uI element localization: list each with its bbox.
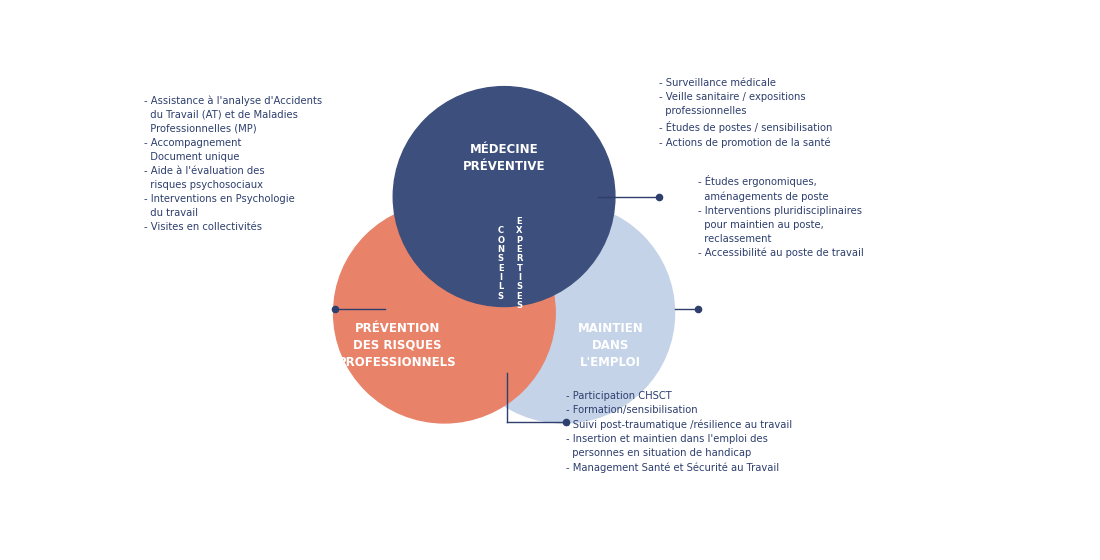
- Point: [558, 417, 575, 426]
- Text: MÉDECINE
PRÉVENTIVE: MÉDECINE PRÉVENTIVE: [463, 143, 546, 172]
- Text: PRÉVENTION
DES RISQUES
PROFESSIONNELS: PRÉVENTION DES RISQUES PROFESSIONNELS: [338, 322, 456, 369]
- Text: - Participation CHSCT
- Formation/sensibilisation
- Suivi post-traumatique /rési: - Participation CHSCT - Formation/sensib…: [566, 391, 792, 473]
- Ellipse shape: [333, 203, 556, 423]
- Text: - Surveillance médicale
- Veille sanitaire / expositions
  professionnelles
- Ét: - Surveillance médicale - Veille sanitai…: [659, 78, 833, 148]
- Text: MAINTIEN
DANS
L'EMPLOI: MAINTIEN DANS L'EMPLOI: [578, 322, 644, 369]
- Ellipse shape: [453, 203, 674, 423]
- Text: - Études ergonomiques,
  aménagements de poste
- Interventions pluridisciplinair: - Études ergonomiques, aménagements de p…: [697, 175, 864, 259]
- Ellipse shape: [394, 87, 615, 306]
- Text: - Assistance à l'analyse d'Accidents
  du Travail (AT) et de Maladies
  Professi: - Assistance à l'analyse d'Accidents du …: [144, 95, 322, 232]
- Text: E
X
P
E
R
T
I
S
E
S: E X P E R T I S E S: [516, 217, 522, 310]
- Point: [650, 192, 668, 201]
- Text: C
O
N
S
E
I
L
S: C O N S E I L S: [497, 226, 504, 301]
- Point: [689, 304, 706, 313]
- Point: [327, 304, 344, 313]
